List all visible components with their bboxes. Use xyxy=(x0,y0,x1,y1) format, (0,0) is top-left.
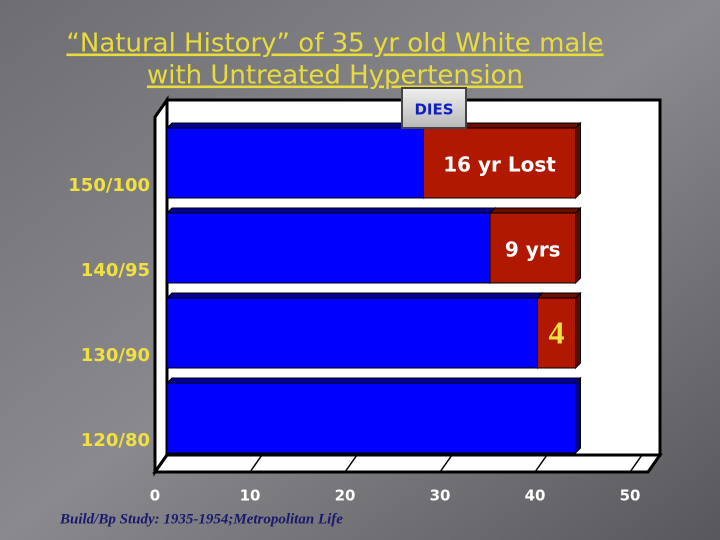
y-tick-label: 120/80 xyxy=(81,430,150,451)
bar-top xyxy=(165,377,582,384)
x-tick-label: 50 xyxy=(620,487,641,505)
annotation: DIES xyxy=(414,101,453,119)
y-tick-label: 150/100 xyxy=(68,175,150,196)
grid-line xyxy=(534,454,548,473)
grid-line xyxy=(249,454,263,473)
bar xyxy=(166,382,576,454)
side-wall xyxy=(153,95,169,477)
x-tick-label: 20 xyxy=(335,487,356,505)
x-tick-label: 30 xyxy=(430,487,451,505)
bar-side xyxy=(575,376,581,455)
bar xyxy=(166,297,538,369)
bar-top xyxy=(488,207,582,214)
bar-side xyxy=(575,206,581,285)
grid-line xyxy=(629,454,643,473)
bar xyxy=(423,127,576,199)
value-label: 9 yrs xyxy=(505,238,561,262)
bar xyxy=(537,297,576,369)
bar-top xyxy=(165,292,544,299)
bar xyxy=(489,212,576,284)
bar-side xyxy=(575,121,581,200)
x-tick-label: 0 xyxy=(150,487,160,505)
y-tick-label: 140/95 xyxy=(81,260,150,281)
y-tick-label: 130/90 xyxy=(81,345,150,366)
bar-side xyxy=(575,291,581,370)
grid-line xyxy=(439,454,453,473)
value-label: 16 yr Lost xyxy=(443,153,556,177)
x-tick-label: 10 xyxy=(240,487,261,505)
bar-top xyxy=(536,292,582,299)
x-tick-label: 40 xyxy=(525,487,546,505)
title-line: “Natural History” of 35 yr old White mal… xyxy=(66,29,603,59)
title-line: with Untreated Hypertension xyxy=(147,61,523,91)
bar xyxy=(166,212,491,284)
bar-top xyxy=(165,207,497,214)
value-label: 4 xyxy=(549,314,565,350)
annotation-box xyxy=(401,87,467,129)
footnote: Build/Bp Study: 1935-1954;Metropolitan L… xyxy=(59,511,343,527)
floor xyxy=(152,453,663,474)
bar xyxy=(166,127,424,199)
bar-top xyxy=(165,122,430,129)
grid-line xyxy=(154,454,168,473)
grid-line xyxy=(344,454,358,473)
